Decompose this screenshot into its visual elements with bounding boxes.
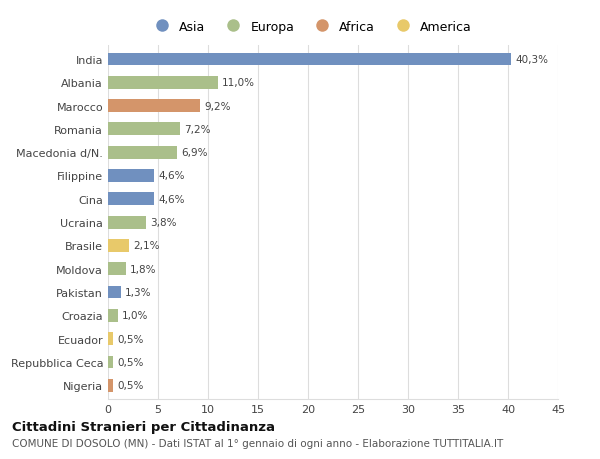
Bar [108,356,113,369]
Text: 7,2%: 7,2% [184,124,211,134]
Bar [108,193,154,206]
Text: 1,0%: 1,0% [122,311,148,321]
Text: 0,5%: 0,5% [117,357,143,367]
Text: 9,2%: 9,2% [204,101,230,112]
Text: 0,5%: 0,5% [117,381,143,390]
Text: 0,5%: 0,5% [117,334,143,344]
Bar [108,77,218,90]
Bar [108,53,511,66]
Bar [108,216,146,229]
Bar [108,100,200,113]
Text: COMUNE DI DOSOLO (MN) - Dati ISTAT al 1° gennaio di ogni anno - Elaborazione TUT: COMUNE DI DOSOLO (MN) - Dati ISTAT al 1°… [12,438,503,448]
Bar [108,379,113,392]
Text: Cittadini Stranieri per Cittadinanza: Cittadini Stranieri per Cittadinanza [12,420,275,433]
Text: 1,8%: 1,8% [130,264,157,274]
Bar [108,309,118,322]
Text: 1,3%: 1,3% [125,287,151,297]
Text: 4,6%: 4,6% [158,171,185,181]
Bar [108,146,177,159]
Text: 11,0%: 11,0% [222,78,255,88]
Text: 2,1%: 2,1% [133,241,160,251]
Text: 4,6%: 4,6% [158,194,185,204]
Bar [108,123,180,136]
Bar [108,332,113,345]
Legend: Asia, Europa, Africa, America: Asia, Europa, Africa, America [145,17,476,37]
Bar [108,286,121,299]
Bar [108,263,126,275]
Bar [108,170,154,183]
Text: 6,9%: 6,9% [181,148,208,158]
Bar [108,240,129,252]
Text: 3,8%: 3,8% [150,218,176,228]
Text: 40,3%: 40,3% [515,55,548,65]
